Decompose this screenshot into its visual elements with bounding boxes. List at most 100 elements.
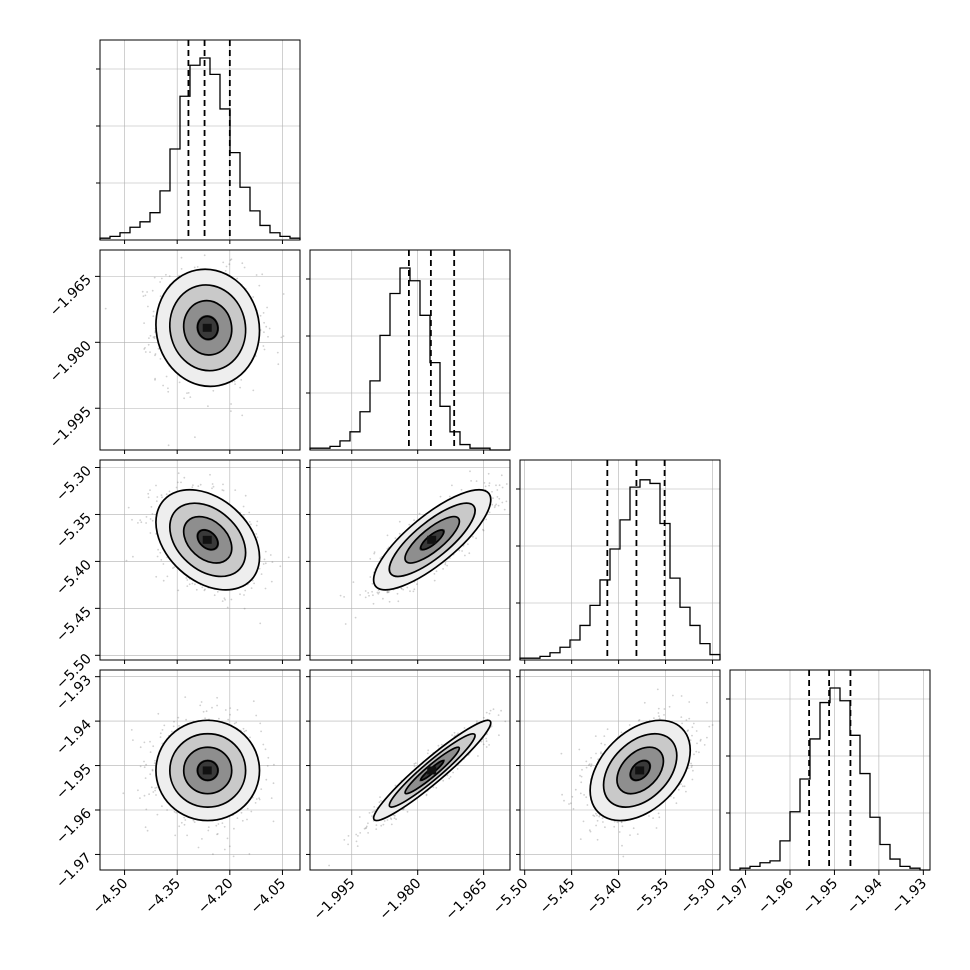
sample-point — [364, 596, 367, 599]
sample-point — [579, 838, 582, 840]
sample-point — [461, 550, 463, 552]
density-peak — [202, 535, 212, 544]
sample-point — [236, 709, 239, 711]
hist-panel-3 — [726, 669, 931, 871]
sample-point — [432, 786, 435, 789]
sample-point — [196, 266, 199, 268]
sample-point — [216, 704, 219, 707]
sample-point — [596, 838, 599, 841]
sample-point — [457, 732, 459, 735]
sample-point — [264, 748, 267, 751]
sample-point — [267, 335, 269, 338]
sample-point — [449, 776, 452, 778]
sample-point — [276, 351, 279, 354]
sample-point — [154, 377, 157, 380]
contour-1 — [168, 502, 247, 578]
sample-point — [191, 486, 194, 489]
sample-point — [146, 829, 149, 832]
sample-point — [151, 769, 154, 772]
sample-point — [159, 281, 162, 283]
sample-point — [357, 835, 359, 837]
sample-point — [501, 486, 504, 489]
sample-point — [173, 566, 176, 568]
sample-point — [172, 567, 174, 569]
sample-point — [352, 581, 355, 583]
sample-point — [156, 496, 159, 498]
sample-point — [364, 827, 367, 830]
sample-point — [378, 591, 381, 594]
sample-point — [154, 379, 156, 381]
sample-point — [265, 325, 268, 328]
sample-point — [259, 722, 262, 725]
sample-point — [339, 594, 342, 597]
sample-point — [356, 845, 359, 847]
sample-point — [173, 720, 175, 723]
sample-point — [255, 533, 258, 535]
sample-point — [365, 825, 368, 828]
sample-point — [203, 589, 206, 592]
sample-point — [223, 848, 226, 851]
panel-frame — [729, 669, 931, 871]
sample-point — [148, 337, 150, 339]
sample-point — [343, 596, 345, 598]
sample-point — [232, 855, 235, 858]
sample-point — [380, 800, 382, 802]
sample-point — [154, 353, 157, 355]
contour-2 — [182, 515, 233, 564]
sample-point — [663, 708, 666, 710]
sample-point — [371, 582, 374, 585]
histogram-1 — [309, 267, 510, 451]
sample-point — [176, 481, 179, 484]
sample-point — [418, 512, 421, 515]
sample-point — [371, 811, 374, 813]
sample-point — [191, 582, 194, 585]
sample-point — [149, 351, 151, 353]
sample-point — [151, 519, 154, 522]
sample-point — [205, 710, 208, 713]
sample-point — [154, 354, 156, 357]
sample-point — [382, 597, 384, 600]
sample-point — [367, 822, 369, 825]
sample-point — [104, 307, 107, 310]
sample-point — [216, 833, 219, 835]
sample-point — [183, 816, 186, 819]
contour-1 — [168, 732, 247, 808]
sample-point — [149, 532, 152, 534]
sample-point — [241, 414, 244, 417]
sample-point — [442, 779, 445, 782]
sample-point — [159, 551, 162, 554]
sample-point — [258, 798, 261, 801]
sample-point — [287, 556, 290, 559]
sample-point — [485, 737, 488, 740]
sample-point — [239, 386, 242, 389]
sample-point — [375, 828, 378, 830]
sample-point — [157, 548, 160, 551]
sample-point — [387, 591, 389, 594]
sample-point — [207, 826, 210, 828]
sample-point — [280, 336, 283, 339]
sample-point — [197, 846, 200, 849]
sample-point — [221, 600, 224, 602]
sample-point — [500, 709, 502, 712]
sample-point — [239, 593, 241, 596]
density-peak — [427, 535, 437, 544]
scatter-panel-2-1 — [309, 459, 511, 661]
sample-point — [177, 716, 180, 719]
sample-point — [197, 485, 200, 488]
sample-point — [425, 793, 428, 796]
sample-point — [215, 824, 218, 827]
sample-point — [590, 763, 593, 766]
sample-point — [343, 839, 346, 841]
sample-point — [691, 734, 693, 737]
sample-point — [207, 829, 210, 832]
sample-point — [373, 806, 376, 808]
sample-point — [367, 592, 370, 594]
sample-point — [672, 694, 674, 697]
sample-point — [491, 503, 494, 506]
sample-point — [242, 727, 245, 730]
sample-point — [143, 760, 145, 763]
sample-point — [209, 473, 211, 476]
sample-point — [222, 483, 224, 486]
sample-point — [194, 436, 196, 439]
sample-point — [177, 589, 180, 592]
